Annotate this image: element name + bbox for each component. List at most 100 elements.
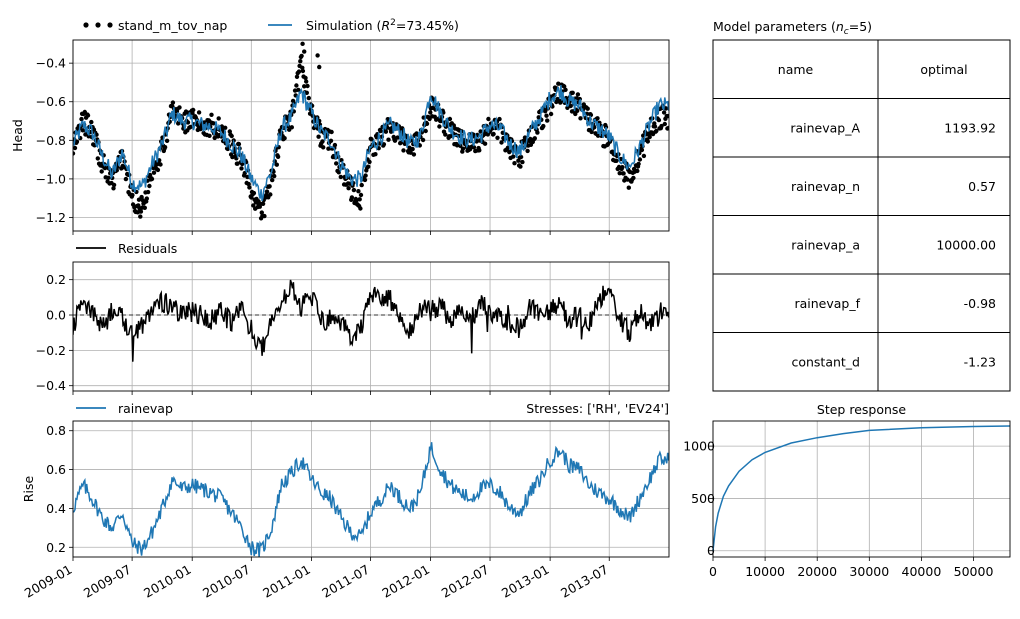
observed-point [246,181,251,187]
rainevap-line [73,442,669,557]
observed-point [358,192,364,198]
table-cell [877,156,1011,216]
head-ylabel: Head [10,119,25,152]
observed-point [302,49,307,54]
observed-point [585,106,590,111]
param-value: -0.98 [964,296,996,311]
observed-point [302,84,307,89]
observed-point [563,87,568,93]
y-tick-label: −0.2 [36,343,66,358]
observed-point [164,138,170,143]
observed-point [635,168,640,174]
observed-point [73,145,78,151]
observed-point [458,143,463,148]
observed-point [639,147,645,153]
observed-point [79,116,84,122]
observed-point [338,174,343,180]
step-x-tick-label: 10000 [745,564,785,579]
observed-point [282,136,287,141]
step-axes [712,420,1011,558]
table-cell [712,98,879,158]
observed-point [544,113,549,118]
observed-point [511,154,516,159]
observed-point [656,117,662,123]
observed-point [304,90,309,96]
observed-point [315,53,320,58]
x-tick-label: 2012-07 [439,562,492,601]
observed-point [85,113,91,118]
step-x-tick-label: 20000 [797,564,837,579]
observed-point [289,125,294,130]
x-tick-label: 2009-01 [22,562,75,601]
observed-point [191,107,196,113]
step-x-tick-label: 50000 [954,564,994,579]
observed-point [447,116,453,122]
observed-point [631,175,636,181]
observed-point [518,154,524,160]
observed-point [351,187,357,193]
observed-point [296,69,302,74]
observed-point [443,132,448,137]
observed-point [578,116,583,121]
step-x-tick-label: 30000 [849,564,889,579]
observed-point [383,129,389,134]
observed-point [294,83,299,88]
legend-simulation-label: Simulation (R2=73.45%) [306,18,459,33]
observed-point [575,92,581,97]
simulation-line [73,85,669,202]
observed-point [321,145,326,150]
y-tick-label: −1.2 [36,210,66,225]
legend-residuals-label: Residuals [118,241,177,256]
y-tick-label: −0.6 [36,94,66,109]
observed-point [303,75,308,81]
observed-point [247,185,252,190]
legend-rainevap-label: rainevap [118,401,173,416]
observed-point [392,138,398,143]
observed-point [507,149,512,155]
observed-point [236,141,242,147]
observed-point [294,74,300,80]
y-tick-label: −0.8 [36,133,66,148]
observed-point [346,186,351,191]
table-header-name: name [778,62,814,77]
observed-point [645,139,650,144]
observed-point [661,110,667,115]
observed-point [652,124,658,129]
observed-point [395,135,400,140]
observed-point [328,138,334,143]
observed-point [356,189,361,194]
observed-point [142,205,147,210]
observed-point [666,125,669,131]
observed-point [556,81,561,86]
observed-point [272,173,277,179]
observed-point [275,154,281,159]
observed-point [367,159,372,165]
table-header-optimal: optimal [920,62,967,77]
observed-point [532,136,537,141]
observed-point [378,128,383,134]
observed-point [209,112,214,118]
y-tick-label: 0.0 [46,308,66,323]
observed-point [130,192,135,198]
observed-point [211,121,216,126]
x-tick-label: 2011-01 [260,562,313,601]
observed-point [411,152,417,157]
observed-point [316,134,321,139]
observed-point [497,116,502,122]
table-cell [877,215,1011,275]
param-name: rainevap_f [794,296,860,311]
observed-point [106,175,111,180]
x-tick-label: 2013-01 [499,562,552,601]
observed-point [520,159,525,165]
observed-point [264,189,270,194]
observed-point [614,158,619,163]
observed-point [512,161,517,166]
observed-point [170,100,176,105]
observed-point [381,142,387,147]
observed-point [423,128,428,134]
table-cell [712,273,879,333]
head-axes [72,39,670,232]
observed-point [562,84,567,89]
contribution-ylabel: Rise [21,476,36,503]
param-value: 10000.00 [936,237,996,252]
